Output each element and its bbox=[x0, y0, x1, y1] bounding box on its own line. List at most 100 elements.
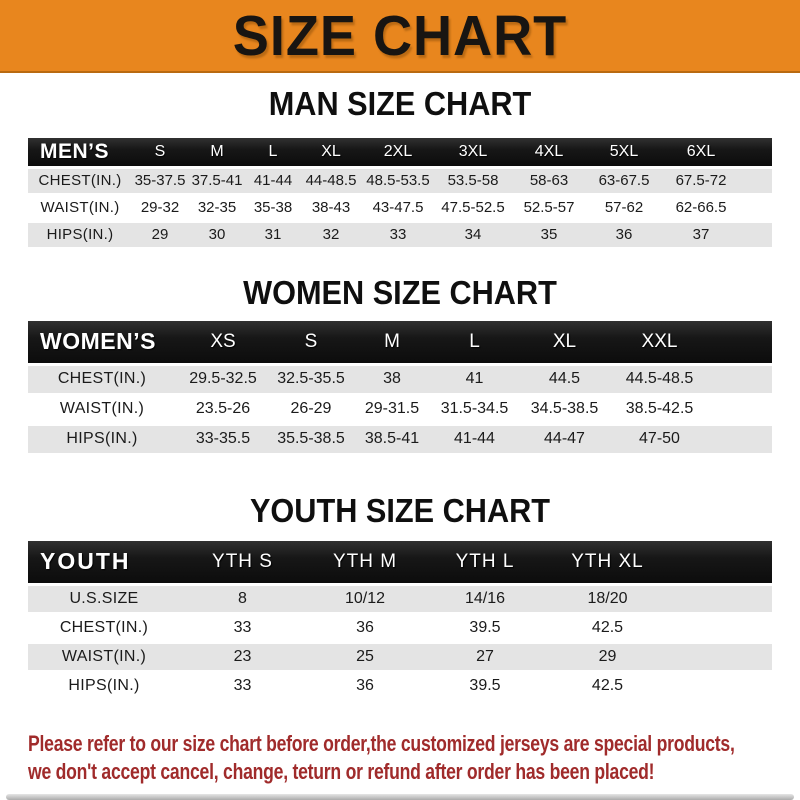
size-value-cell: 18/20 bbox=[545, 585, 670, 612]
women-section: WOMEN SIZE CHART WOMEN’S XS S M L XL XXL CHEST(… bbox=[0, 274, 800, 456]
size-value-cell: 58-63 bbox=[512, 168, 586, 193]
table-row: CHEST(IN.) 33 36 39.5 42.5 bbox=[28, 614, 772, 641]
size-value-cell: 39.5 bbox=[425, 614, 545, 641]
size-value-cell: 29-31.5 bbox=[352, 395, 432, 423]
size-value-cell: 35.5-38.5 bbox=[270, 425, 352, 453]
size-value-cell: 53.5-58 bbox=[434, 168, 512, 193]
row-filler bbox=[670, 643, 772, 670]
size-value-cell: 34.5-38.5 bbox=[517, 395, 612, 423]
size-value-cell: 29 bbox=[545, 643, 670, 670]
size-column-header: YTH XL bbox=[545, 540, 670, 583]
footer-line-2: we don't accept cancel, change, teturn o… bbox=[28, 758, 655, 784]
size-value-cell: 35-37.5 bbox=[132, 168, 188, 193]
bottom-edge-shadow bbox=[6, 794, 794, 800]
footer-line-1: Please refer to our size chart before or… bbox=[28, 730, 735, 756]
youth-corner-label: YOUTH bbox=[28, 540, 180, 583]
size-column-header: S bbox=[132, 137, 188, 166]
size-value-cell: 33 bbox=[180, 614, 305, 641]
row-label: CHEST(IN.) bbox=[28, 168, 132, 193]
size-value-cell: 29.5-32.5 bbox=[176, 365, 270, 393]
women-header-row: WOMEN’S XS S M L XL XXL bbox=[28, 320, 772, 363]
size-column-header: XL bbox=[300, 137, 362, 166]
table-row: WAIST(IN.) 29-32 32-35 35-38 38-43 43-47.5 47.… bbox=[28, 195, 772, 220]
footer-note: Please refer to our size chart before or… bbox=[28, 730, 800, 786]
size-value-cell: 32.5-35.5 bbox=[270, 365, 352, 393]
row-label: CHEST(IN.) bbox=[28, 614, 180, 641]
row-label: HIPS(IN.) bbox=[28, 425, 176, 453]
size-value-cell: 41 bbox=[432, 365, 517, 393]
size-value-cell: 36 bbox=[305, 672, 425, 699]
row-label: WAIST(IN.) bbox=[28, 643, 180, 670]
size-value-cell: 38.5-42.5 bbox=[612, 395, 707, 423]
size-value-cell: 37 bbox=[662, 222, 740, 247]
size-value-cell: 32-35 bbox=[188, 195, 246, 220]
size-value-cell: 39.5 bbox=[425, 672, 545, 699]
table-row: HIPS(IN.) 33-35.5 35.5-38.5 38.5-41 41-44 44-… bbox=[28, 425, 772, 453]
size-value-cell: 27 bbox=[425, 643, 545, 670]
size-column-header: M bbox=[352, 320, 432, 363]
size-column-header: XS bbox=[176, 320, 270, 363]
banner-title: SIZE CHART bbox=[232, 3, 568, 68]
row-filler bbox=[707, 365, 772, 393]
size-column-header: 5XL bbox=[586, 137, 662, 166]
header-filler bbox=[740, 137, 772, 166]
size-value-cell: 48.5-53.5 bbox=[362, 168, 434, 193]
youth-heading: YOUTH SIZE CHART bbox=[249, 491, 551, 529]
size-column-header: XXL bbox=[612, 320, 707, 363]
men-corner-label: MEN’S bbox=[28, 137, 132, 166]
table-row: HIPS(IN.) 33 36 39.5 42.5 bbox=[28, 672, 772, 699]
size-chart-banner: SIZE CHART bbox=[0, 0, 800, 73]
size-column-header: XL bbox=[517, 320, 612, 363]
size-column-header: 6XL bbox=[662, 137, 740, 166]
size-value-cell: 37.5-41 bbox=[188, 168, 246, 193]
size-value-cell: 35 bbox=[512, 222, 586, 247]
size-column-header: L bbox=[246, 137, 300, 166]
row-filler bbox=[740, 222, 772, 247]
size-value-cell: 33 bbox=[362, 222, 434, 247]
size-value-cell: 36 bbox=[586, 222, 662, 247]
size-value-cell: 32 bbox=[300, 222, 362, 247]
youth-section: YOUTH SIZE CHART YOUTH YTH S YTH M YTH L YTH… bbox=[0, 492, 800, 702]
size-value-cell: 42.5 bbox=[545, 614, 670, 641]
size-value-cell: 38 bbox=[352, 365, 432, 393]
women-size-table: WOMEN’S XS S M L XL XXL CHEST(IN.) 29.5-32.5 32.5… bbox=[28, 318, 772, 456]
size-value-cell: 14/16 bbox=[425, 585, 545, 612]
size-value-cell: 67.5-72 bbox=[662, 168, 740, 193]
youth-header-row: YOUTH YTH S YTH M YTH L YTH XL bbox=[28, 540, 772, 583]
size-value-cell: 33-35.5 bbox=[176, 425, 270, 453]
row-filler bbox=[670, 585, 772, 612]
size-value-cell: 35-38 bbox=[246, 195, 300, 220]
size-column-header: L bbox=[432, 320, 517, 363]
size-value-cell: 47-50 bbox=[612, 425, 707, 453]
size-column-header: M bbox=[188, 137, 246, 166]
size-value-cell: 29 bbox=[132, 222, 188, 247]
size-value-cell: 33 bbox=[180, 672, 305, 699]
table-row: U.S.SIZE 8 10/12 14/16 18/20 bbox=[28, 585, 772, 612]
table-row: WAIST(IN.) 23.5-26 26-29 29-31.5 31.5-34.5 34… bbox=[28, 395, 772, 423]
size-value-cell: 43-47.5 bbox=[362, 195, 434, 220]
row-filler bbox=[670, 672, 772, 699]
size-value-cell: 23 bbox=[180, 643, 305, 670]
men-size-table: MEN’S S M L XL 2XL 3XL 4XL 5XL 6XL CHEST(IN.) 35-37… bbox=[28, 135, 772, 250]
youth-size-table: YOUTH YTH S YTH M YTH L YTH XL U.S.SIZE 8 10/12… bbox=[28, 538, 772, 702]
size-value-cell: 47.5-52.5 bbox=[434, 195, 512, 220]
size-value-cell: 57-62 bbox=[586, 195, 662, 220]
row-label: HIPS(IN.) bbox=[28, 672, 180, 699]
row-filler bbox=[707, 425, 772, 453]
men-section: MAN SIZE CHART MEN’S S M L XL 2XL 3XL 4XL 5XL 6XL… bbox=[0, 85, 800, 250]
size-value-cell: 52.5-57 bbox=[512, 195, 586, 220]
row-label: HIPS(IN.) bbox=[28, 222, 132, 247]
size-value-cell: 42.5 bbox=[545, 672, 670, 699]
row-label: WAIST(IN.) bbox=[28, 195, 132, 220]
size-value-cell: 62-66.5 bbox=[662, 195, 740, 220]
size-value-cell: 29-32 bbox=[132, 195, 188, 220]
women-heading: WOMEN SIZE CHART bbox=[243, 273, 557, 311]
header-filler bbox=[707, 320, 772, 363]
size-column-header: YTH S bbox=[180, 540, 305, 583]
size-value-cell: 44.5 bbox=[517, 365, 612, 393]
row-filler bbox=[707, 395, 772, 423]
size-value-cell: 23.5-26 bbox=[176, 395, 270, 423]
row-label: WAIST(IN.) bbox=[28, 395, 176, 423]
size-value-cell: 36 bbox=[305, 614, 425, 641]
